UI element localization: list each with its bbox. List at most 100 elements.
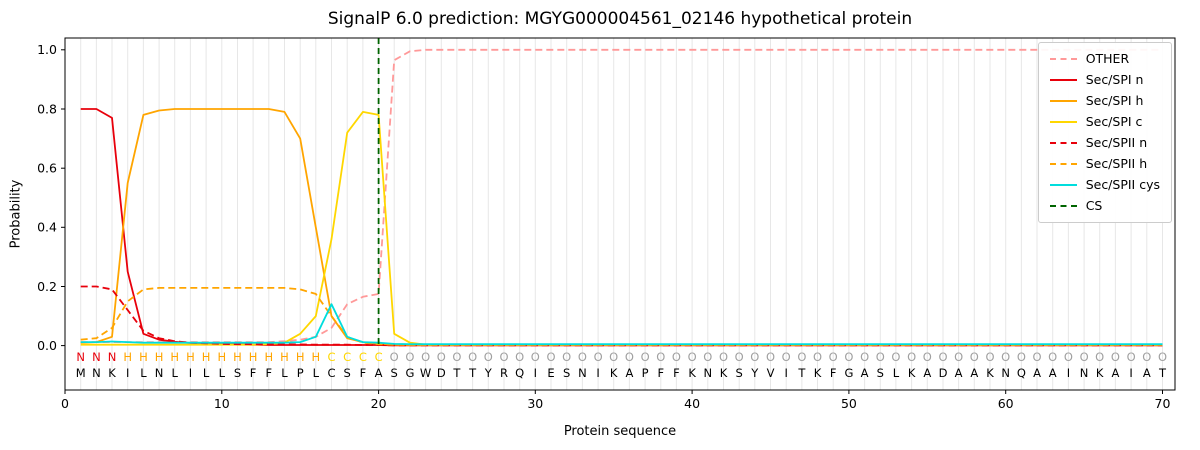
region-letter: O: [452, 350, 461, 364]
legend-line-sample: [1049, 100, 1077, 102]
legend-line-sample: [1049, 121, 1077, 123]
legend-item-sec-spi-c: Sec/SPI c: [1049, 114, 1160, 130]
region-letter: N: [92, 350, 101, 364]
sequence-letter: I: [534, 366, 537, 380]
series-sec-spii-n: [80, 285, 1163, 347]
sequence-letter: T: [468, 366, 477, 380]
series-lines: [80, 48, 1163, 347]
y-axis-label: Probability: [8, 179, 24, 249]
region-letter: C: [343, 350, 351, 364]
region-letter: O: [1158, 350, 1167, 364]
sequence-letter: A: [375, 366, 383, 380]
region-letter: O: [641, 350, 650, 364]
region-letter: H: [249, 350, 258, 364]
sequence-letter: I: [1067, 366, 1070, 380]
region-letter: O: [829, 350, 838, 364]
legend-item-sec-spii-h: Sec/SPII h: [1049, 156, 1160, 172]
sequence-letter: G: [844, 366, 853, 380]
legend-line-sample: [1049, 79, 1077, 81]
legend-label: Sec/SPII cys: [1085, 177, 1160, 192]
sequence-letter: L: [893, 366, 900, 380]
sequence-letter: N: [1001, 366, 1010, 380]
region-letter: C: [327, 350, 335, 364]
legend-label: Sec/SPI n: [1085, 72, 1144, 87]
region-letter: O: [594, 350, 603, 364]
series-other: [80, 48, 1163, 344]
sequence-letter: F: [673, 366, 680, 380]
sequence-letter: E: [547, 366, 554, 380]
sequence-letter: F: [250, 366, 257, 380]
sequence-letter: P: [297, 366, 304, 380]
sequence-letter: S: [877, 366, 884, 380]
sequence-letter: A: [1111, 366, 1119, 380]
sequence-letter: L: [140, 366, 147, 380]
region-letter: O: [437, 350, 446, 364]
sequence-letter: L: [171, 366, 178, 380]
region-letter: H: [123, 350, 132, 364]
region-letter: O: [531, 350, 540, 364]
legend-item-cs: CS: [1049, 198, 1160, 214]
region-letter: C: [359, 350, 367, 364]
y-axis-ticks: 0.0 0.2 0.4 0.6 0.8 1.0: [37, 42, 65, 353]
region-letter: O: [672, 350, 681, 364]
x-tick-label: 60: [998, 396, 1014, 411]
sequence-letter: K: [1096, 366, 1104, 380]
region-letter: O: [954, 350, 963, 364]
series-sec-spi-c: [80, 111, 1163, 346]
y-tick-label: 0.8: [37, 101, 57, 116]
region-letter: H: [264, 350, 273, 364]
region-letter: O: [985, 350, 994, 364]
sequence-letter: K: [986, 366, 994, 380]
legend-item-other: OTHER: [1049, 51, 1160, 67]
legend-line-sample: [1049, 142, 1077, 144]
region-letter: O: [938, 350, 947, 364]
region-letter: O: [860, 350, 869, 364]
sequence-letter: Q: [515, 366, 524, 380]
chart-title: SignalP 6.0 prediction: MGYG000004561_02…: [327, 9, 913, 29]
region-letter: O: [578, 350, 587, 364]
legend-line-sample: [1049, 205, 1077, 207]
region-letter: O: [703, 350, 712, 364]
sequence-letter: V: [767, 366, 775, 380]
sequence-letter: L: [219, 366, 226, 380]
y-tick-label: 0.4: [37, 220, 57, 235]
legend-label: Sec/SPI h: [1085, 93, 1144, 108]
legend-label: Sec/SPII h: [1085, 156, 1148, 171]
region-letter: O: [719, 350, 728, 364]
region-letter: O: [1001, 350, 1010, 364]
sequence-letter: N: [578, 366, 587, 380]
sequence-letter: L: [313, 366, 320, 380]
region-letter: O: [688, 350, 697, 364]
sequence-letter: T: [452, 366, 461, 380]
sequence-letter: A: [1049, 366, 1057, 380]
sequence-letter: K: [908, 366, 916, 380]
sequence-letter: K: [688, 366, 696, 380]
region-letter: O: [625, 350, 634, 364]
region-letter: O: [546, 350, 555, 364]
region-letter: O: [876, 350, 885, 364]
sequence-letter: L: [281, 366, 288, 380]
gridlines: [80, 38, 1163, 390]
region-letter: O: [484, 350, 493, 364]
x-tick-label: 50: [841, 396, 857, 411]
legend-item-sec-spi-h: Sec/SPI h: [1049, 93, 1160, 109]
region-letter: H: [233, 350, 242, 364]
sequence-letter: S: [234, 366, 241, 380]
sequence-letter: N: [1080, 366, 1089, 380]
sequence-letter: S: [563, 366, 570, 380]
region-letter: O: [499, 350, 508, 364]
x-axis-label: Protein sequence: [563, 424, 677, 439]
sequence-letter: N: [155, 366, 164, 380]
sequence-letter: D: [939, 366, 948, 380]
sequence-letter: N: [92, 366, 101, 380]
sequence-letter: A: [625, 366, 633, 380]
region-letter: O: [562, 350, 571, 364]
region-letter: O: [750, 350, 759, 364]
region-letter: O: [1032, 350, 1041, 364]
region-letter: O: [923, 350, 932, 364]
region-letter: H: [217, 350, 226, 364]
sequence-letter: T: [797, 366, 806, 380]
sequence-letter: F: [657, 366, 664, 380]
